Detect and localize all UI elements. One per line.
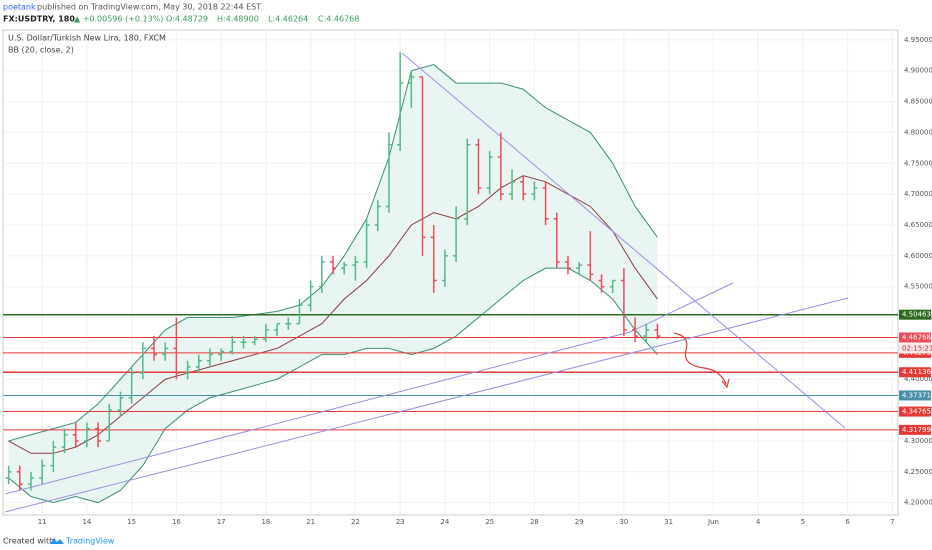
countdown: 02:15:23 [902,344,932,352]
x-tick-label: 15 [127,518,136,526]
band-line [8,267,658,504]
level-label: 4.34765 [902,408,931,416]
level-label: 4.50463 [902,311,931,319]
x-tick-label: 7 [890,518,894,526]
brand[interactable]: TradingView [65,537,115,546]
price-bars [5,52,661,491]
y-tick-label: 4.95000 [904,36,932,44]
high-value: H:4.48900 [217,15,259,24]
x-tick-label: Jun [707,518,719,526]
symbol: FX:USDTRY, 180 [3,15,75,24]
trend-lines [4,52,849,513]
countdown-bg [899,343,931,354]
level-label-bg [899,424,931,435]
open-value: O:4.48729 [166,15,208,24]
x-tick-label: 30 [619,518,628,526]
y-tick-label: 4.60000 [904,252,932,260]
trend-line [401,52,846,429]
trend-line [4,331,631,495]
x-tick-label: 5 [801,518,805,526]
x-tick-label: 24 [440,518,449,526]
y-tick-label: 4.75000 [904,159,932,167]
x-tick-label: 29 [575,518,584,526]
logo [50,538,64,544]
projection-arrow [673,332,727,385]
x-tick-label: 6 [845,518,850,526]
created-with: Created with [3,537,54,546]
level-label: 4.37371 [902,391,931,399]
levels [3,313,898,431]
last-price: 4.46768 [902,333,931,341]
level-label-bg [899,309,931,320]
band-line [8,175,658,454]
trend-line [4,297,849,513]
last-price-bg [899,332,931,343]
y-tick-label: 4.70000 [904,190,932,198]
x-tick-label: 11 [38,518,47,526]
band-fill [8,64,658,503]
level-label-bg [899,367,931,378]
change: ▲ +0.00596 (+0.13%) [74,15,163,24]
low-value: L:4.46264 [268,15,308,24]
publisher[interactable]: poetank [3,3,36,12]
arrow-head [721,378,730,389]
level-label-bg [899,406,931,417]
axes: 4.200004.250004.300004.350004.400004.450… [38,36,932,526]
x-tick-label: 17 [217,518,226,526]
y-tick-label: 4.20000 [904,499,932,507]
x-tick-label: 16 [172,518,181,526]
x-tick-label: 21 [306,518,315,526]
indicator-label: BB (20, close, 2) [8,46,74,55]
y-tick-label: 4.55000 [904,283,932,291]
x-tick-label: 31 [664,518,673,526]
published-text: published on TradingView.com, May 30, 20… [37,3,261,12]
chart-title: U.S. Dollar/Turkish New Lira, 180, FXCM [8,34,166,43]
y-tick-label: 4.80000 [904,128,932,136]
x-tick-label: 4 [756,518,761,526]
x-tick-label: 25 [485,518,494,526]
y-tick-label: 4.65000 [904,221,932,229]
x-tick-label: 22 [351,518,360,526]
y-tick-label: 4.25000 [904,468,932,476]
x-tick-label: 23 [396,518,405,526]
x-tick-label: 18 [261,518,270,526]
close-value: C:4.46768 [318,15,359,24]
level-label-bg [899,390,931,401]
trend-line [629,282,734,333]
level-label: 4.41136 [902,368,931,376]
y-tick-label: 4.90000 [904,67,932,75]
x-tick-label: 28 [530,518,539,526]
y-tick-label: 4.40000 [904,375,932,383]
y-tick-label: 4.30000 [904,437,932,445]
level-label: 4.31799 [902,426,931,434]
plot-frame [2,29,899,516]
y-tick-label: 4.85000 [904,98,932,106]
x-tick-label: 14 [82,518,91,526]
